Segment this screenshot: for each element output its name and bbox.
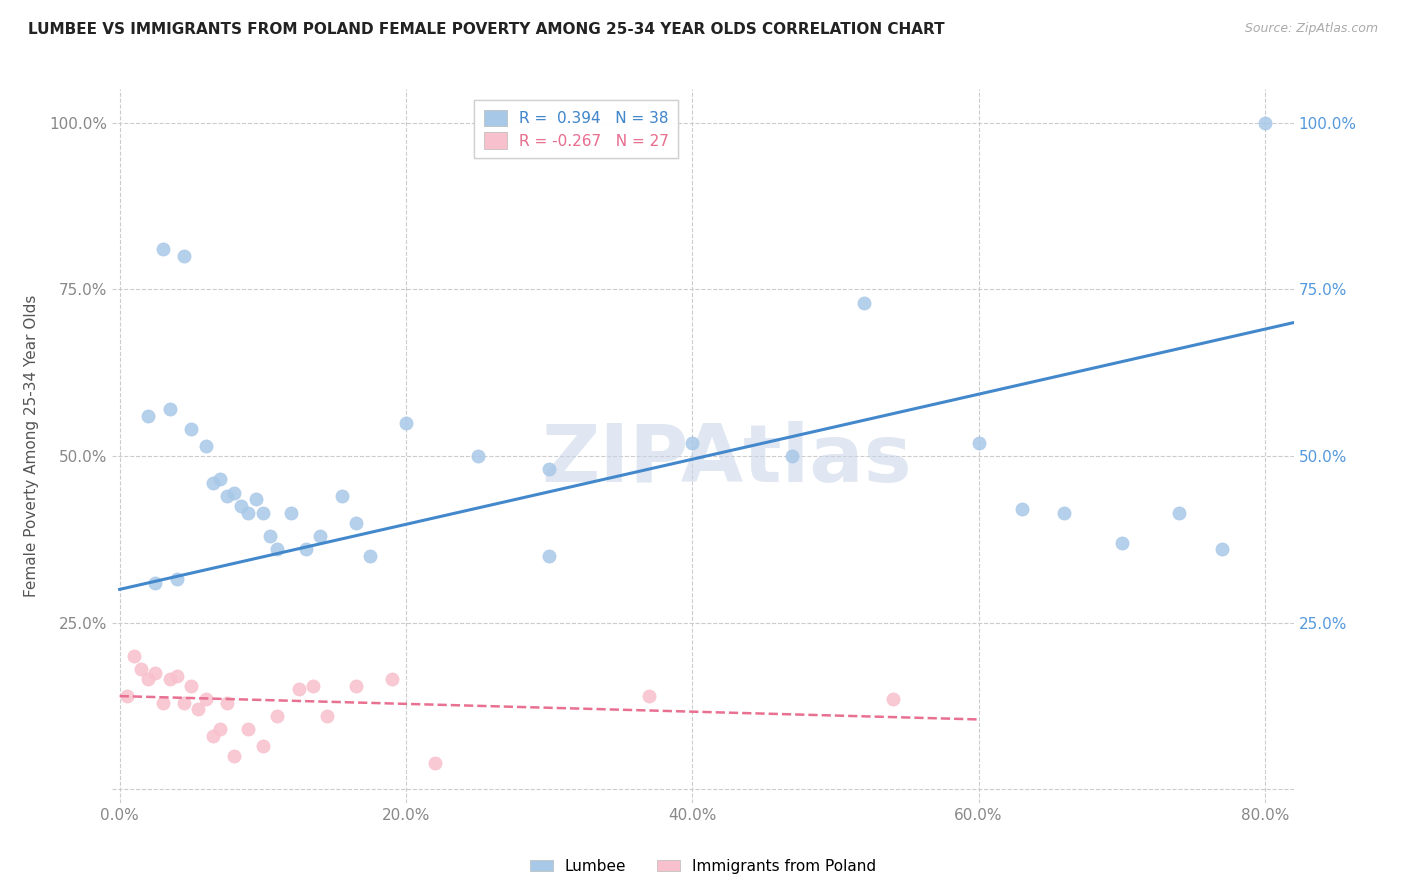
- Point: [344, 516, 367, 530]
- Legend: R =  0.394   N = 38, R = -0.267   N = 27: R = 0.394 N = 38, R = -0.267 N = 27: [474, 101, 678, 158]
- Point: [115, 689, 138, 703]
- Point: [215, 489, 238, 503]
- Point: [245, 492, 267, 507]
- Point: [1168, 506, 1191, 520]
- Point: [316, 709, 339, 723]
- Point: [1211, 542, 1233, 557]
- Point: [1254, 115, 1277, 129]
- Point: [159, 402, 181, 417]
- Point: [853, 295, 876, 310]
- Text: ZIPAtlas: ZIPAtlas: [541, 421, 912, 500]
- Point: [180, 422, 202, 436]
- Point: [381, 673, 404, 687]
- Point: [344, 679, 367, 693]
- Point: [145, 575, 167, 590]
- Point: [238, 723, 260, 737]
- Point: [159, 673, 181, 687]
- Point: [280, 506, 302, 520]
- Point: [180, 679, 202, 693]
- Point: [145, 665, 167, 680]
- Point: [423, 756, 446, 770]
- Point: [152, 242, 174, 256]
- Point: [129, 662, 152, 676]
- Point: [252, 739, 274, 753]
- Point: [224, 749, 246, 764]
- Point: [173, 696, 195, 710]
- Point: [266, 709, 288, 723]
- Point: [173, 249, 195, 263]
- Point: [152, 696, 174, 710]
- Point: [1053, 506, 1076, 520]
- Point: [201, 729, 224, 743]
- Point: [208, 472, 231, 486]
- Point: [208, 723, 231, 737]
- Point: [122, 649, 145, 664]
- Point: [252, 506, 274, 520]
- Point: [1011, 502, 1033, 516]
- Text: LUMBEE VS IMMIGRANTS FROM POLAND FEMALE POVERTY AMONG 25-34 YEAR OLDS CORRELATIO: LUMBEE VS IMMIGRANTS FROM POLAND FEMALE …: [28, 22, 945, 37]
- Point: [467, 449, 489, 463]
- Point: [238, 506, 260, 520]
- Point: [194, 692, 217, 706]
- Point: [136, 673, 159, 687]
- Point: [166, 669, 188, 683]
- Point: [309, 529, 332, 543]
- Point: [681, 435, 703, 450]
- Point: [294, 542, 316, 557]
- Point: [215, 696, 238, 710]
- Point: [538, 549, 561, 563]
- Point: [395, 416, 418, 430]
- Point: [967, 435, 990, 450]
- Point: [194, 439, 217, 453]
- Point: [266, 542, 288, 557]
- Y-axis label: Female Poverty Among 25-34 Year Olds: Female Poverty Among 25-34 Year Olds: [24, 295, 38, 597]
- Point: [224, 485, 246, 500]
- Point: [201, 475, 224, 490]
- Point: [330, 489, 353, 503]
- Point: [302, 679, 325, 693]
- Point: [882, 692, 904, 706]
- Point: [259, 529, 281, 543]
- Point: [136, 409, 159, 423]
- Point: [638, 689, 661, 703]
- Point: [1111, 535, 1133, 549]
- Point: [782, 449, 804, 463]
- Point: [166, 573, 188, 587]
- Legend: Lumbee, Immigrants from Poland: Lumbee, Immigrants from Poland: [523, 853, 883, 880]
- Text: Source: ZipAtlas.com: Source: ZipAtlas.com: [1244, 22, 1378, 36]
- Point: [187, 702, 209, 716]
- Point: [359, 549, 381, 563]
- Point: [287, 682, 309, 697]
- Point: [538, 462, 561, 476]
- Point: [231, 499, 253, 513]
